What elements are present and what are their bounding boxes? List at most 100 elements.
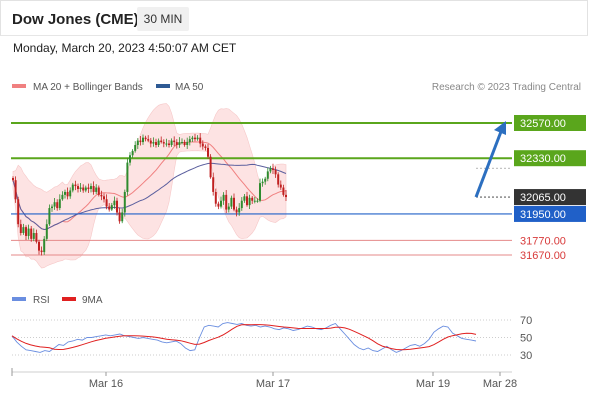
candle-body bbox=[204, 146, 207, 148]
level-label-resistance: 32570.00 bbox=[520, 118, 566, 130]
candle-body bbox=[259, 183, 261, 201]
candle-body bbox=[251, 197, 254, 201]
candle-body bbox=[175, 142, 178, 145]
candle-body bbox=[61, 194, 64, 200]
rsi-ma-line bbox=[11, 324, 477, 351]
candle-body bbox=[214, 191, 217, 204]
candle-body bbox=[274, 169, 277, 175]
candle-body bbox=[201, 143, 204, 147]
candle-body bbox=[134, 145, 137, 151]
candle-body bbox=[225, 194, 228, 210]
candle-body bbox=[152, 142, 155, 144]
ma50-legend-label: MA 50 bbox=[175, 82, 204, 93]
candle-body bbox=[199, 137, 202, 144]
candle-body bbox=[157, 140, 160, 145]
candle-body bbox=[30, 228, 33, 239]
ma20-legend-swatch bbox=[12, 84, 26, 88]
x-tick-label: Mar 28 bbox=[483, 378, 517, 390]
rsi-tick-label: 50 bbox=[520, 333, 532, 345]
candle-body bbox=[227, 206, 230, 210]
candle-body bbox=[108, 206, 111, 210]
candle-body bbox=[14, 180, 17, 200]
candle-body bbox=[196, 137, 199, 140]
candle-body bbox=[103, 196, 105, 200]
candle-body bbox=[233, 197, 235, 210]
candle-body bbox=[71, 184, 74, 191]
candle-body bbox=[19, 224, 22, 233]
candle-body bbox=[105, 199, 108, 207]
rsi-tick-label: 70 bbox=[520, 315, 532, 327]
candle-body bbox=[243, 196, 246, 201]
candle-body bbox=[90, 186, 92, 189]
candle-body bbox=[256, 200, 259, 202]
candle-body bbox=[129, 155, 131, 163]
candle-body bbox=[149, 140, 152, 144]
candle-body bbox=[160, 140, 163, 143]
candle-body bbox=[217, 203, 220, 207]
level-label-box bbox=[514, 189, 586, 206]
rsi-legend-swatch bbox=[12, 297, 26, 301]
forecast-arrow-shaft bbox=[474, 128, 504, 198]
ma50-legend-swatch bbox=[156, 84, 170, 88]
candle-body bbox=[222, 194, 225, 201]
candle-body bbox=[69, 190, 72, 197]
candle-body bbox=[121, 212, 124, 222]
candle-body bbox=[220, 200, 222, 207]
timeframe-button[interactable]: 30 MIN bbox=[137, 7, 189, 31]
rsi-tick-label: 30 bbox=[520, 350, 532, 362]
candle-body bbox=[53, 202, 56, 207]
candle-body bbox=[17, 199, 20, 225]
candle-body bbox=[56, 202, 59, 209]
ma50-line bbox=[12, 162, 287, 231]
candle-body bbox=[142, 137, 144, 143]
candle-body bbox=[272, 168, 274, 170]
x-tick-label: Mar 16 bbox=[89, 378, 123, 390]
candle-body bbox=[74, 184, 77, 187]
candle-body bbox=[48, 208, 51, 225]
candle-body bbox=[64, 191, 66, 195]
candle-body bbox=[92, 186, 95, 192]
candle-body bbox=[87, 187, 90, 189]
candle-body bbox=[282, 187, 285, 195]
candle-body bbox=[155, 142, 157, 145]
candle-body bbox=[264, 178, 267, 182]
candle-body bbox=[266, 171, 269, 179]
candle-body bbox=[136, 140, 139, 145]
candle-body bbox=[40, 250, 43, 253]
candle-body bbox=[126, 162, 129, 192]
x-tick-label: Mar 19 bbox=[416, 378, 450, 390]
candle-body bbox=[123, 191, 126, 213]
candle-body bbox=[45, 224, 48, 239]
candle-body bbox=[178, 142, 181, 145]
candle-body bbox=[131, 150, 134, 156]
candle-body bbox=[35, 233, 38, 242]
rsi-legend-label: RSI bbox=[33, 295, 50, 306]
candle-body bbox=[246, 196, 248, 206]
forecast-arrow-head bbox=[494, 121, 506, 135]
rsi-ma-legend-label: 9MA bbox=[82, 295, 103, 306]
candle-body bbox=[95, 187, 98, 192]
candle-body bbox=[77, 186, 79, 189]
candle-body bbox=[162, 142, 165, 144]
candle-body bbox=[32, 233, 35, 239]
level-label-lower: 31670.00 bbox=[520, 250, 566, 262]
header-bar: Dow Jones (CME) 30 MIN bbox=[0, 0, 588, 36]
bollinger-band-area bbox=[12, 103, 287, 269]
candle-body bbox=[97, 187, 100, 195]
candle-body bbox=[82, 187, 85, 191]
level-label-current: 32065.00 bbox=[520, 192, 566, 204]
candle-body bbox=[38, 241, 40, 251]
level-label-box bbox=[514, 150, 586, 167]
candle-body bbox=[248, 197, 251, 206]
credit-label: Research © 2023 Trading Central bbox=[432, 82, 581, 93]
x-tick-label: Mar 17 bbox=[256, 378, 290, 390]
candle-body bbox=[191, 137, 194, 140]
level-label-box bbox=[514, 205, 586, 222]
candle-body bbox=[183, 142, 186, 145]
candle-body bbox=[58, 199, 61, 209]
candle-body bbox=[261, 181, 264, 184]
candle-body bbox=[173, 140, 176, 143]
candle-body bbox=[188, 139, 191, 143]
candle-body bbox=[186, 142, 189, 145]
